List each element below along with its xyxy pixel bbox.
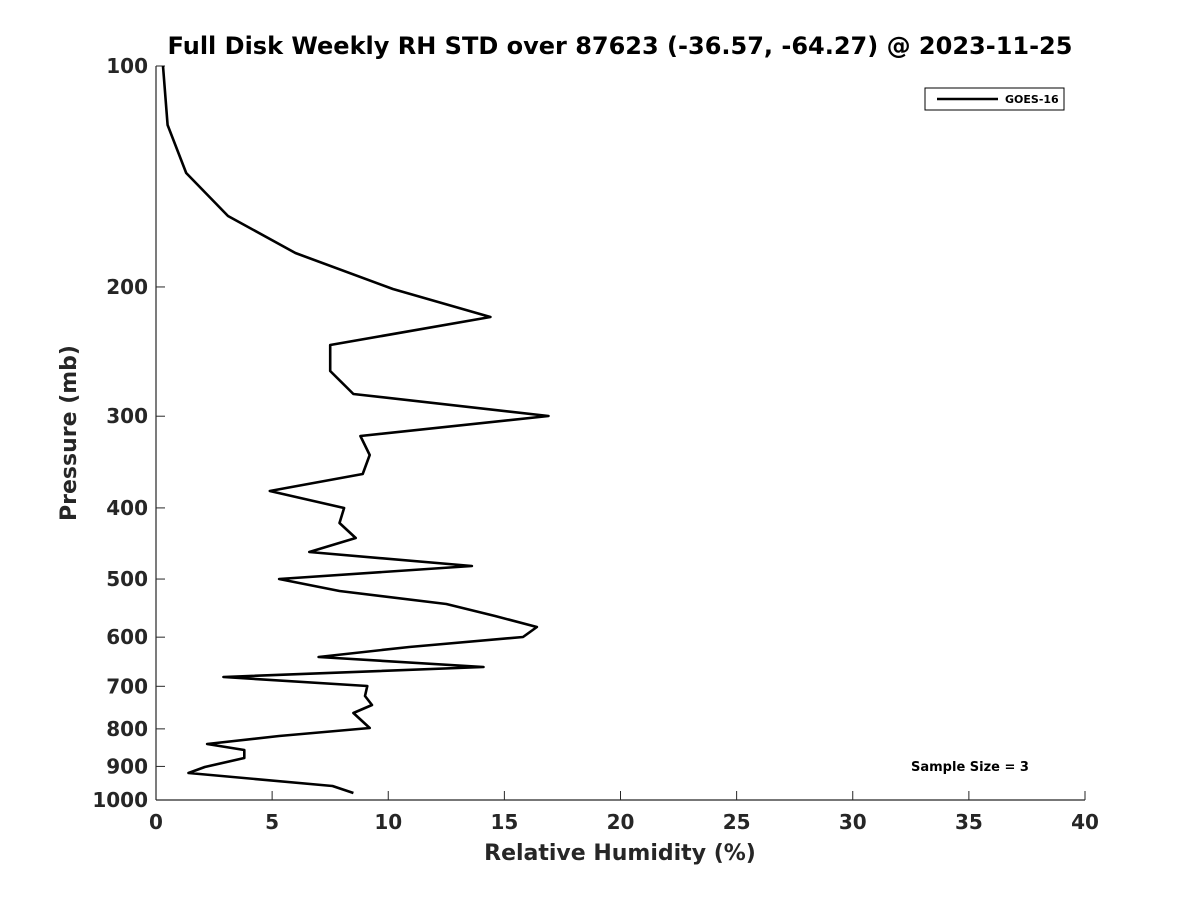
x-tick-label: 20 — [607, 810, 635, 834]
y-tick-label: 300 — [106, 404, 148, 428]
x-tick-label: 0 — [149, 810, 163, 834]
chart-title: Full Disk Weekly RH STD over 87623 (-36.… — [168, 32, 1073, 60]
y-tick-label: 1000 — [92, 788, 148, 812]
x-tick-label: 35 — [955, 810, 983, 834]
legend-label-goes16: GOES-16 — [1005, 93, 1059, 106]
y-ticks: 100 200 300 400 500 600 700 800 900 1000 — [92, 54, 165, 812]
y-tick-label: 700 — [106, 674, 148, 698]
x-tick-label: 30 — [839, 810, 867, 834]
y-tick-label: 400 — [106, 496, 148, 520]
x-tick-label: 40 — [1071, 810, 1099, 834]
x-tick-label: 25 — [723, 810, 751, 834]
y-tick-label: 200 — [106, 275, 148, 299]
x-ticks: 0 5 10 15 20 25 30 35 40 — [149, 791, 1099, 834]
y-axis-label: Pressure (mb) — [57, 345, 82, 521]
legend: GOES-16 — [924, 87, 1065, 111]
x-axis-label: Relative Humidity (%) — [484, 841, 756, 866]
x-tick-label: 10 — [374, 810, 402, 834]
y-tick-label: 900 — [106, 754, 148, 778]
sample-size-annotation: Sample Size = 3 — [911, 760, 1029, 775]
x-tick-label: 15 — [490, 810, 518, 834]
y-tick-label: 100 — [106, 54, 148, 78]
series-layer — [161, 65, 550, 795]
y-tick-label: 800 — [106, 717, 148, 741]
axes — [155, 66, 1085, 801]
series-line-goes16 — [161, 65, 550, 795]
x-tick-label: 5 — [265, 810, 279, 834]
y-tick-label: 500 — [106, 567, 148, 591]
y-tick-label: 600 — [106, 625, 148, 649]
